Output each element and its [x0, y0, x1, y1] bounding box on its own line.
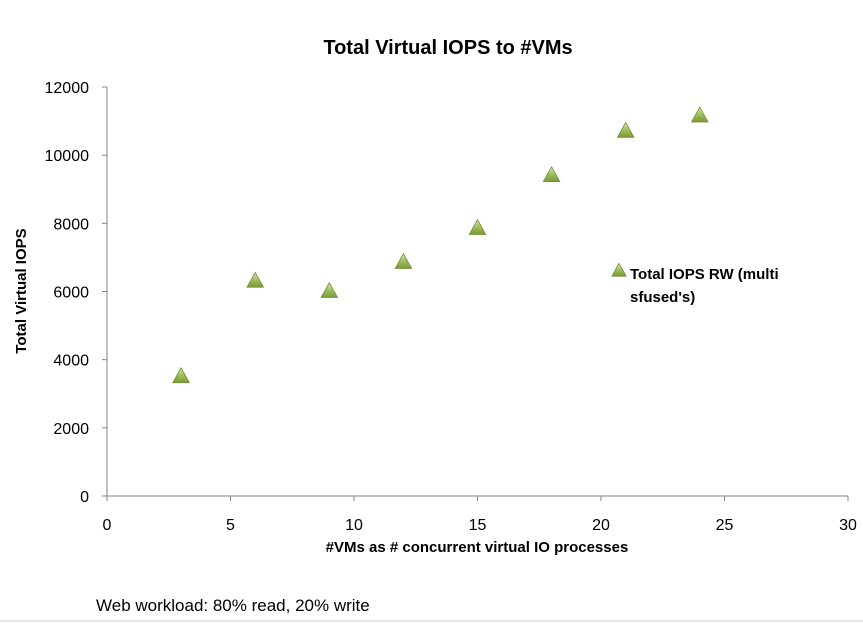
data-point	[320, 281, 339, 298]
legend-box	[588, 259, 824, 309]
y-tick-label: 10000	[45, 148, 90, 165]
x-tick-label: 15	[469, 517, 487, 534]
x-tick-label: 0	[103, 517, 112, 534]
divider	[0, 620, 863, 622]
legend-marker	[611, 262, 627, 277]
x-tick-label: 5	[226, 517, 235, 534]
x-tick-label: 20	[592, 517, 610, 534]
y-tick-label: 0	[80, 489, 89, 506]
data-point	[616, 121, 635, 138]
data-point	[468, 218, 487, 235]
y-tick-label: 8000	[53, 216, 89, 233]
data-point	[690, 106, 709, 123]
y-tick-label: 4000	[53, 353, 89, 370]
axes: 0 2000 4000 6000 8000 10000 12000 0 5 10 15 20 25 30	[45, 80, 858, 534]
y-axis-label: Total Virtual IOPS	[13, 228, 30, 353]
legend: Total IOPS RW (multi sfused's)	[588, 259, 824, 309]
data-point	[246, 271, 265, 288]
data-point	[542, 165, 561, 183]
legend-entry-text: sfused's)	[630, 289, 695, 306]
x-tick-label: 30	[839, 517, 857, 534]
x-tick-label: 25	[716, 517, 734, 534]
y-tick-label: 6000	[53, 285, 89, 302]
y-tick-label: 12000	[45, 80, 90, 97]
y-tick-label: 2000	[53, 421, 89, 438]
data-points	[172, 106, 709, 384]
data-point	[394, 252, 413, 269]
x-tick-label: 10	[345, 517, 363, 534]
x-axis-label: #VMs as # concurrent virtual IO processe…	[326, 539, 629, 556]
legend-entry-text: Total IOPS RW (multi	[630, 266, 779, 283]
data-point	[172, 367, 191, 384]
chart-title: Total Virtual IOPS to #VMs	[323, 37, 572, 59]
footnote: Web workload: 80% read, 20% write	[96, 596, 370, 615]
